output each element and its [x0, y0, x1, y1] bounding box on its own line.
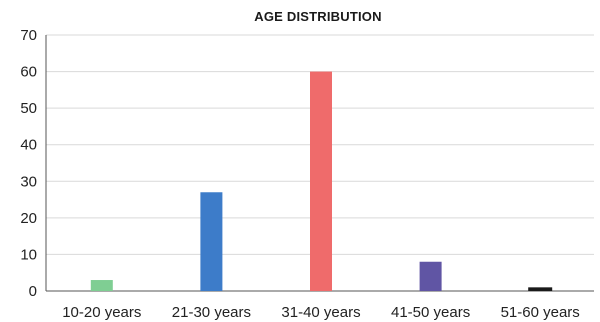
bar — [200, 192, 223, 291]
y-tick-label: 20 — [20, 210, 37, 227]
y-tick-label: 0 — [29, 283, 37, 300]
x-category-label: 21-30 years — [172, 304, 251, 321]
x-category-label: 41-50 years — [391, 304, 470, 321]
y-tick-label: 40 — [20, 137, 37, 154]
y-axis-tick-labels: 0 10 20 30 40 50 60 70 — [20, 27, 37, 300]
bar — [310, 71, 332, 291]
y-tick-label: 10 — [20, 246, 37, 263]
bar — [419, 261, 442, 291]
bar — [528, 287, 553, 291]
bars — [90, 71, 553, 291]
x-category-label: 31-40 years — [281, 304, 360, 321]
x-category-label: 51-60 years — [501, 304, 580, 321]
y-tick-label: 60 — [20, 64, 37, 81]
bar — [90, 280, 113, 291]
chart-title: AGE DISTRIBUTION — [254, 9, 381, 24]
y-tick-label: 70 — [20, 27, 37, 44]
x-category-label: 10-20 years — [62, 304, 141, 321]
y-tick-label: 50 — [20, 100, 37, 117]
x-axis-category-labels: 10-20 years 21-30 years 31-40 years 41-50 y… — [62, 304, 580, 321]
y-tick-label: 30 — [20, 173, 37, 190]
